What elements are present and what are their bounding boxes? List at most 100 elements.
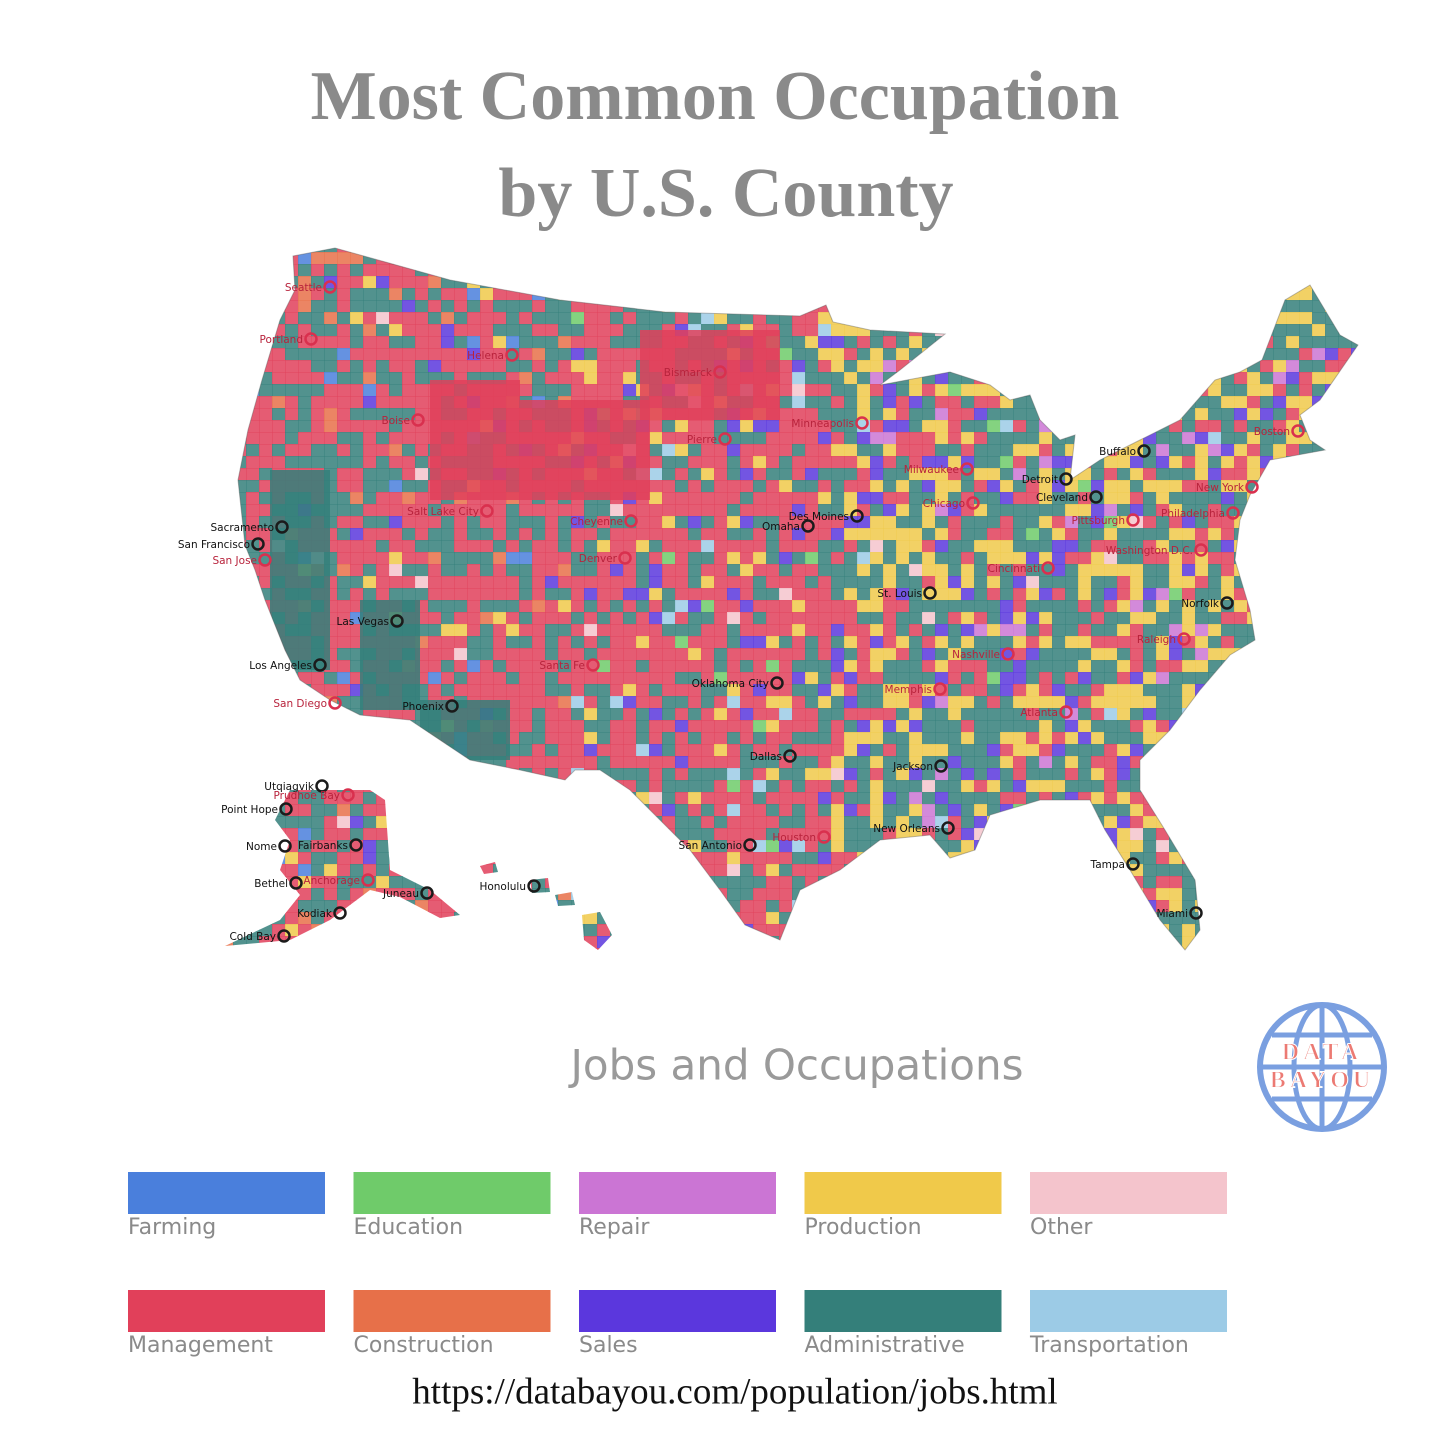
county-patch: [883, 264, 897, 277]
county-patch: [311, 912, 325, 925]
county-patch: [1104, 384, 1118, 397]
county-patch: [545, 636, 559, 649]
county-patch: [1143, 348, 1157, 361]
county-patch: [1299, 900, 1313, 913]
county-patch: [1091, 588, 1105, 601]
county-patch: [1286, 348, 1300, 361]
county-patch: [1364, 780, 1378, 793]
county-patch: [896, 792, 910, 805]
county-patch: [1143, 636, 1157, 649]
county-patch: [649, 792, 663, 805]
county-patch: [1182, 516, 1196, 529]
county-patch: [870, 636, 884, 649]
county-patch: [1143, 276, 1157, 289]
county-patch: [675, 252, 689, 265]
county-patch: [402, 744, 416, 757]
county-patch: [363, 252, 377, 265]
county-patch: [467, 504, 481, 517]
county-patch: [1013, 672, 1027, 685]
county-patch: [402, 444, 416, 457]
county-patch: [324, 264, 338, 277]
county-patch: [714, 456, 728, 469]
county-patch: [740, 552, 754, 565]
county-patch: [1260, 588, 1274, 601]
county-patch: [350, 420, 364, 433]
county-patch: [493, 588, 507, 601]
county-patch: [610, 792, 624, 805]
county-patch: [831, 576, 845, 589]
county-patch: [974, 324, 988, 337]
county-patch: [1052, 816, 1066, 829]
county-patch: [1221, 372, 1235, 385]
county-patch: [233, 816, 247, 829]
county-patch: [389, 900, 403, 913]
county-patch: [1195, 804, 1209, 817]
county-patch: [376, 408, 390, 421]
county-patch: [1234, 660, 1248, 673]
county-patch: [870, 804, 884, 817]
county-patch: [1221, 720, 1235, 733]
county-patch: [285, 384, 299, 397]
county-patch: [1338, 864, 1352, 877]
county-patch: [259, 672, 273, 685]
county-patch: [272, 756, 286, 769]
county-patch: [961, 540, 975, 553]
county-patch: [779, 264, 793, 277]
county-patch: [1286, 612, 1300, 625]
county-patch: [714, 600, 728, 613]
county-patch: [1039, 612, 1053, 625]
county-patch: [701, 696, 715, 709]
county-patch: [415, 444, 429, 457]
county-patch: [1299, 552, 1313, 565]
county-patch: [1338, 816, 1352, 829]
county-patch: [740, 756, 754, 769]
county-patch: [857, 696, 871, 709]
county-patch: [1260, 252, 1274, 265]
county-patch: [701, 876, 715, 889]
county-patch: [974, 900, 988, 913]
county-patch: [376, 468, 390, 481]
county-patch: [831, 804, 845, 817]
county-patch: [1013, 852, 1027, 865]
county-patch: [1052, 588, 1066, 601]
county-patch: [1299, 540, 1313, 553]
county-patch: [246, 600, 260, 613]
county-patch: [337, 876, 351, 889]
county-patch: [1130, 684, 1144, 697]
county-patch: [1195, 660, 1209, 673]
county-patch: [1182, 264, 1196, 277]
county-patch: [948, 408, 962, 421]
county-patch: [1078, 792, 1092, 805]
county-patch: [714, 252, 728, 265]
county-patch: [1130, 372, 1144, 385]
county-patch: [1065, 600, 1079, 613]
county-patch: [909, 756, 923, 769]
county-patch: [1195, 852, 1209, 865]
county-patch: [1000, 324, 1014, 337]
county-patch: [1260, 756, 1274, 769]
county-patch: [584, 588, 598, 601]
county-patch: [467, 900, 481, 913]
county-patch: [1364, 372, 1378, 385]
county-patch: [1078, 828, 1092, 841]
county-patch: [1299, 600, 1313, 613]
county-patch: [337, 432, 351, 445]
county-patch: [649, 288, 663, 301]
county-patch: [225, 504, 234, 517]
county-patch: [1221, 636, 1235, 649]
county-patch: [779, 552, 793, 565]
county-patch: [532, 576, 546, 589]
county-patch: [1091, 408, 1105, 421]
county-patch: [558, 684, 572, 697]
county-patch: [857, 708, 871, 721]
county-patch: [870, 768, 884, 781]
county-patch: [1338, 684, 1352, 697]
county-patch: [1273, 528, 1287, 541]
county-patch: [1052, 300, 1066, 313]
county-patch: [1260, 660, 1274, 673]
county-patch: [1221, 324, 1235, 337]
county-patch: [402, 492, 416, 505]
county-patch: [1351, 888, 1358, 901]
county-patch: [350, 876, 364, 889]
county-patch: [545, 780, 559, 793]
